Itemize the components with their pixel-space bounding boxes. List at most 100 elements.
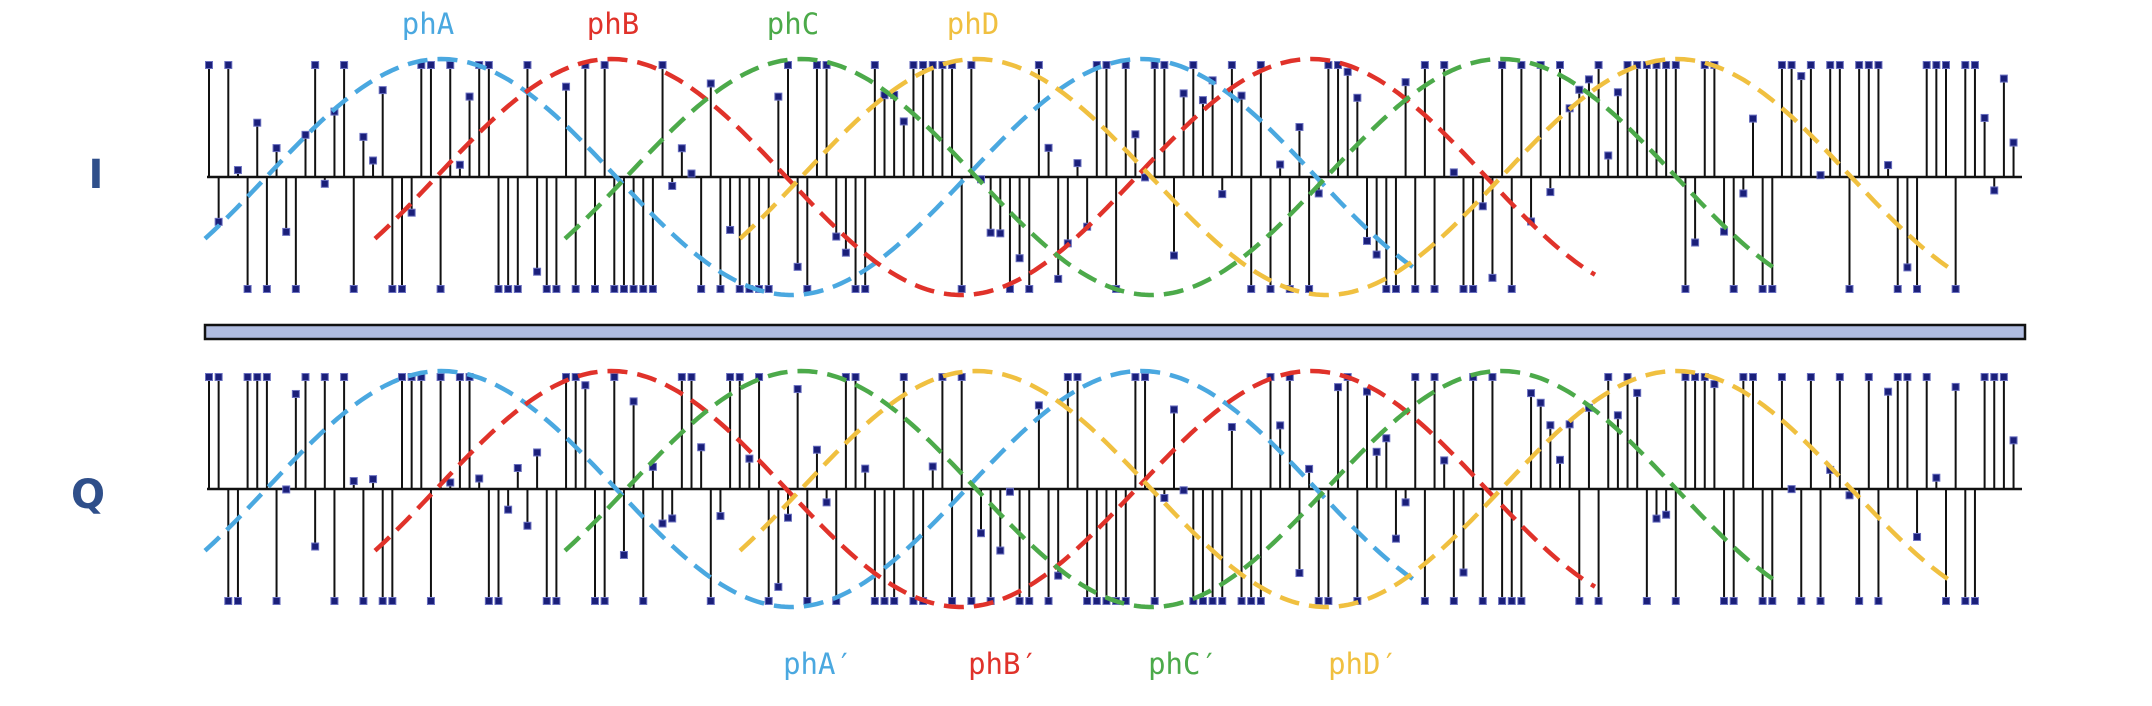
top-sample-marker bbox=[986, 228, 995, 237]
top-sample-marker bbox=[726, 225, 735, 234]
top-sample-marker bbox=[542, 285, 551, 293]
top-wave-phD bbox=[738, 56, 1954, 298]
bottom-panel-label: Q bbox=[71, 472, 105, 518]
bottom-sample-marker bbox=[1758, 597, 1767, 605]
top-sample-marker bbox=[600, 61, 609, 69]
bottom-sample-marker bbox=[1305, 464, 1314, 473]
bottom-sample-marker bbox=[1449, 597, 1458, 605]
bottom-sample-marker bbox=[1488, 373, 1497, 381]
bottom-sample-marker bbox=[745, 454, 754, 463]
top-sample-marker bbox=[996, 229, 1005, 238]
top-sample-marker bbox=[1160, 61, 1169, 69]
bottom-sample-marker bbox=[784, 513, 792, 522]
bottom-sample-marker bbox=[822, 498, 831, 507]
bottom-sample-marker bbox=[1179, 486, 1188, 495]
top-sample-marker bbox=[957, 285, 966, 293]
top-sample-marker bbox=[1942, 61, 1950, 69]
bottom-sample-marker bbox=[533, 448, 542, 457]
top-sample-marker bbox=[243, 285, 252, 293]
bottom-sample-marker bbox=[1884, 387, 1893, 396]
top-sample-marker bbox=[359, 132, 368, 141]
bottom-sample-marker bbox=[1903, 373, 1912, 381]
bottom-sample-marker bbox=[1970, 597, 1979, 605]
bottom-sample-marker bbox=[1401, 498, 1410, 507]
top-sample-marker bbox=[398, 285, 406, 293]
top-sample-marker bbox=[465, 92, 474, 101]
bottom-sample-marker bbox=[1054, 571, 1063, 580]
bottom-sample-marker bbox=[1170, 405, 1178, 414]
top-sample-marker bbox=[1961, 61, 1970, 69]
top-sample-marker bbox=[1218, 190, 1227, 199]
top-sample-marker bbox=[552, 285, 561, 293]
top-sample-marker bbox=[1594, 61, 1603, 69]
top-sample-marker bbox=[523, 61, 532, 69]
top-sample-marker bbox=[455, 160, 464, 169]
top-sample-marker bbox=[706, 79, 715, 88]
top-sample-marker bbox=[571, 285, 580, 293]
top-sample-marker bbox=[1266, 285, 1275, 293]
bottom-sample-marker bbox=[764, 597, 773, 605]
top-sample-marker bbox=[1391, 285, 1400, 293]
top-sample-marker bbox=[513, 285, 522, 293]
bottom-sample-marker bbox=[2009, 436, 2018, 445]
bottom-sample-marker bbox=[909, 597, 918, 605]
bottom-sample-marker bbox=[301, 373, 310, 381]
top-sample-marker bbox=[1768, 285, 1777, 293]
bottom-sample-marker bbox=[1961, 597, 1970, 605]
top-sample-marker bbox=[697, 285, 706, 293]
bottom-sample-marker bbox=[977, 529, 985, 538]
top-sample-marker bbox=[533, 267, 542, 276]
bottom-sample-marker bbox=[523, 521, 532, 530]
bottom-sample-marker bbox=[716, 512, 725, 521]
bottom-sample-marker bbox=[1980, 373, 1989, 381]
bottom-sample-marker bbox=[1517, 597, 1526, 605]
bottom-sample-marker bbox=[1382, 434, 1391, 443]
bottom-sample-marker bbox=[1594, 597, 1603, 605]
top-sample-marker bbox=[494, 285, 503, 293]
top-sample-marker bbox=[1478, 202, 1487, 211]
top-sample-marker bbox=[1517, 61, 1526, 69]
top-sample-marker bbox=[1749, 114, 1757, 123]
bottom-sample-marker bbox=[1536, 398, 1545, 407]
bottom-sample-marker bbox=[484, 597, 493, 605]
top-sample-marker bbox=[1430, 285, 1439, 293]
bottom-sample-marker bbox=[1063, 373, 1072, 381]
bottom-sample-marker bbox=[1044, 597, 1053, 605]
bottom-sample-marker bbox=[1999, 373, 2008, 381]
bottom-sample-marker bbox=[619, 550, 628, 559]
top-sample-marker bbox=[619, 285, 628, 293]
top-sample-marker bbox=[832, 232, 841, 241]
phase-label-phA: phA bbox=[402, 7, 454, 41]
top-sample-marker bbox=[378, 86, 387, 95]
top-sample-marker bbox=[1170, 251, 1178, 260]
bottom-sample-marker bbox=[928, 462, 937, 471]
top-sample-marker bbox=[784, 61, 792, 69]
top-sample-marker bbox=[610, 285, 619, 293]
bottom-sample-marker bbox=[948, 597, 957, 605]
top-sample-marker bbox=[1806, 61, 1815, 69]
top-sample-marker bbox=[648, 285, 657, 293]
top-sample-marker bbox=[1440, 61, 1449, 69]
bottom-sample-marker bbox=[1942, 597, 1950, 605]
bottom-sample-marker bbox=[1575, 597, 1584, 605]
bottom-sample-marker bbox=[398, 373, 406, 381]
bottom-sample-marker bbox=[282, 485, 291, 494]
top-sample-marker bbox=[1179, 89, 1188, 98]
bottom-sample-marker bbox=[1671, 597, 1680, 605]
top-sample-marker bbox=[1884, 161, 1893, 170]
bottom-sample-marker bbox=[1816, 597, 1825, 605]
bottom-sample-marker bbox=[1208, 597, 1217, 605]
bottom-sample-marker bbox=[513, 464, 522, 473]
top-sample-marker bbox=[774, 92, 783, 101]
bottom-sample-marker bbox=[1363, 387, 1371, 396]
panel-separator bbox=[203, 323, 2027, 341]
top-sample-marker bbox=[1449, 168, 1458, 177]
top-sample-marker bbox=[1787, 61, 1796, 69]
top-sample-marker bbox=[1633, 61, 1642, 69]
bottom-sample-marker bbox=[542, 597, 551, 605]
bottom-sample-marker bbox=[1749, 373, 1757, 381]
bottom-sample-marker bbox=[330, 597, 339, 605]
bottom-sample-marker bbox=[233, 597, 242, 605]
top-sample-marker bbox=[764, 285, 773, 293]
